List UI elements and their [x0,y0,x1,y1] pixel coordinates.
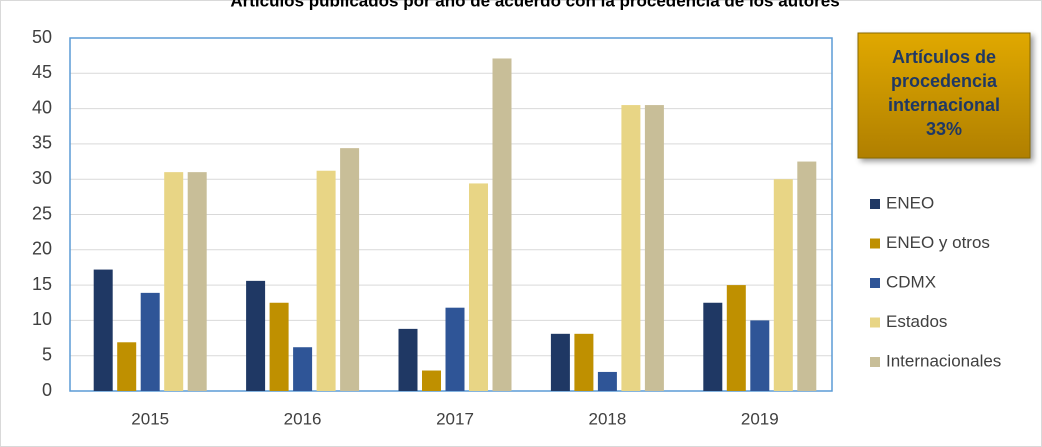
bar [621,105,641,391]
legend-label: ENEO [886,193,934,212]
bar [597,371,617,391]
bar [398,328,418,391]
bar [93,269,113,391]
y-tick-label: 15 [32,274,52,294]
legend-swatch [870,199,880,209]
legend-label: ENEO y otros [886,233,990,252]
y-tick-label: 35 [32,133,52,153]
bar [492,58,512,391]
x-tick-label: 2019 [741,409,779,428]
y-tick-label: 5 [42,344,52,364]
annotation-text: 33% [926,119,962,139]
y-tick-label: 25 [32,203,52,223]
annotation-text: Artículos de [892,47,996,67]
legend-label: Estados [886,312,947,331]
bar [269,302,289,391]
annotation-text: procedencia [891,71,998,91]
bar [316,170,336,391]
x-tick-label: 2016 [284,409,322,428]
x-tick-label: 2018 [588,409,626,428]
legend-swatch [870,317,880,328]
chart-title: Artículos publicados por año de acuerdo … [230,0,839,10]
y-tick-label: 20 [32,239,52,259]
bar [644,105,664,391]
bar [797,161,817,391]
y-tick-label: 0 [42,380,52,400]
y-tick-label: 10 [32,309,52,329]
bar [140,292,160,391]
bar [726,285,746,391]
annotation-box [857,32,1031,159]
legend-swatch [870,238,880,249]
legend-label: CDMX [886,272,936,291]
bar [469,183,488,391]
x-tick-label: 2015 [131,409,169,428]
bar [445,307,465,391]
legend-swatch [870,278,880,288]
bar [773,179,793,391]
bar [550,333,570,391]
bar [117,342,137,391]
bar [574,333,594,391]
x-tick-label: 2017 [436,409,474,428]
bar [422,370,441,391]
bar [164,172,184,391]
y-tick-label: 45 [32,62,52,82]
bar [246,280,266,391]
bar [293,347,313,391]
annotation-text: internacional [888,95,1000,115]
y-tick-label: 50 [32,27,52,47]
y-tick-label: 30 [32,168,52,188]
bar [187,172,207,391]
bar [750,320,770,391]
legend-swatch [870,357,880,367]
legend-label: Internacionales [886,351,1001,370]
bar [340,148,360,391]
bar [703,302,723,391]
y-tick-label: 40 [32,97,52,117]
